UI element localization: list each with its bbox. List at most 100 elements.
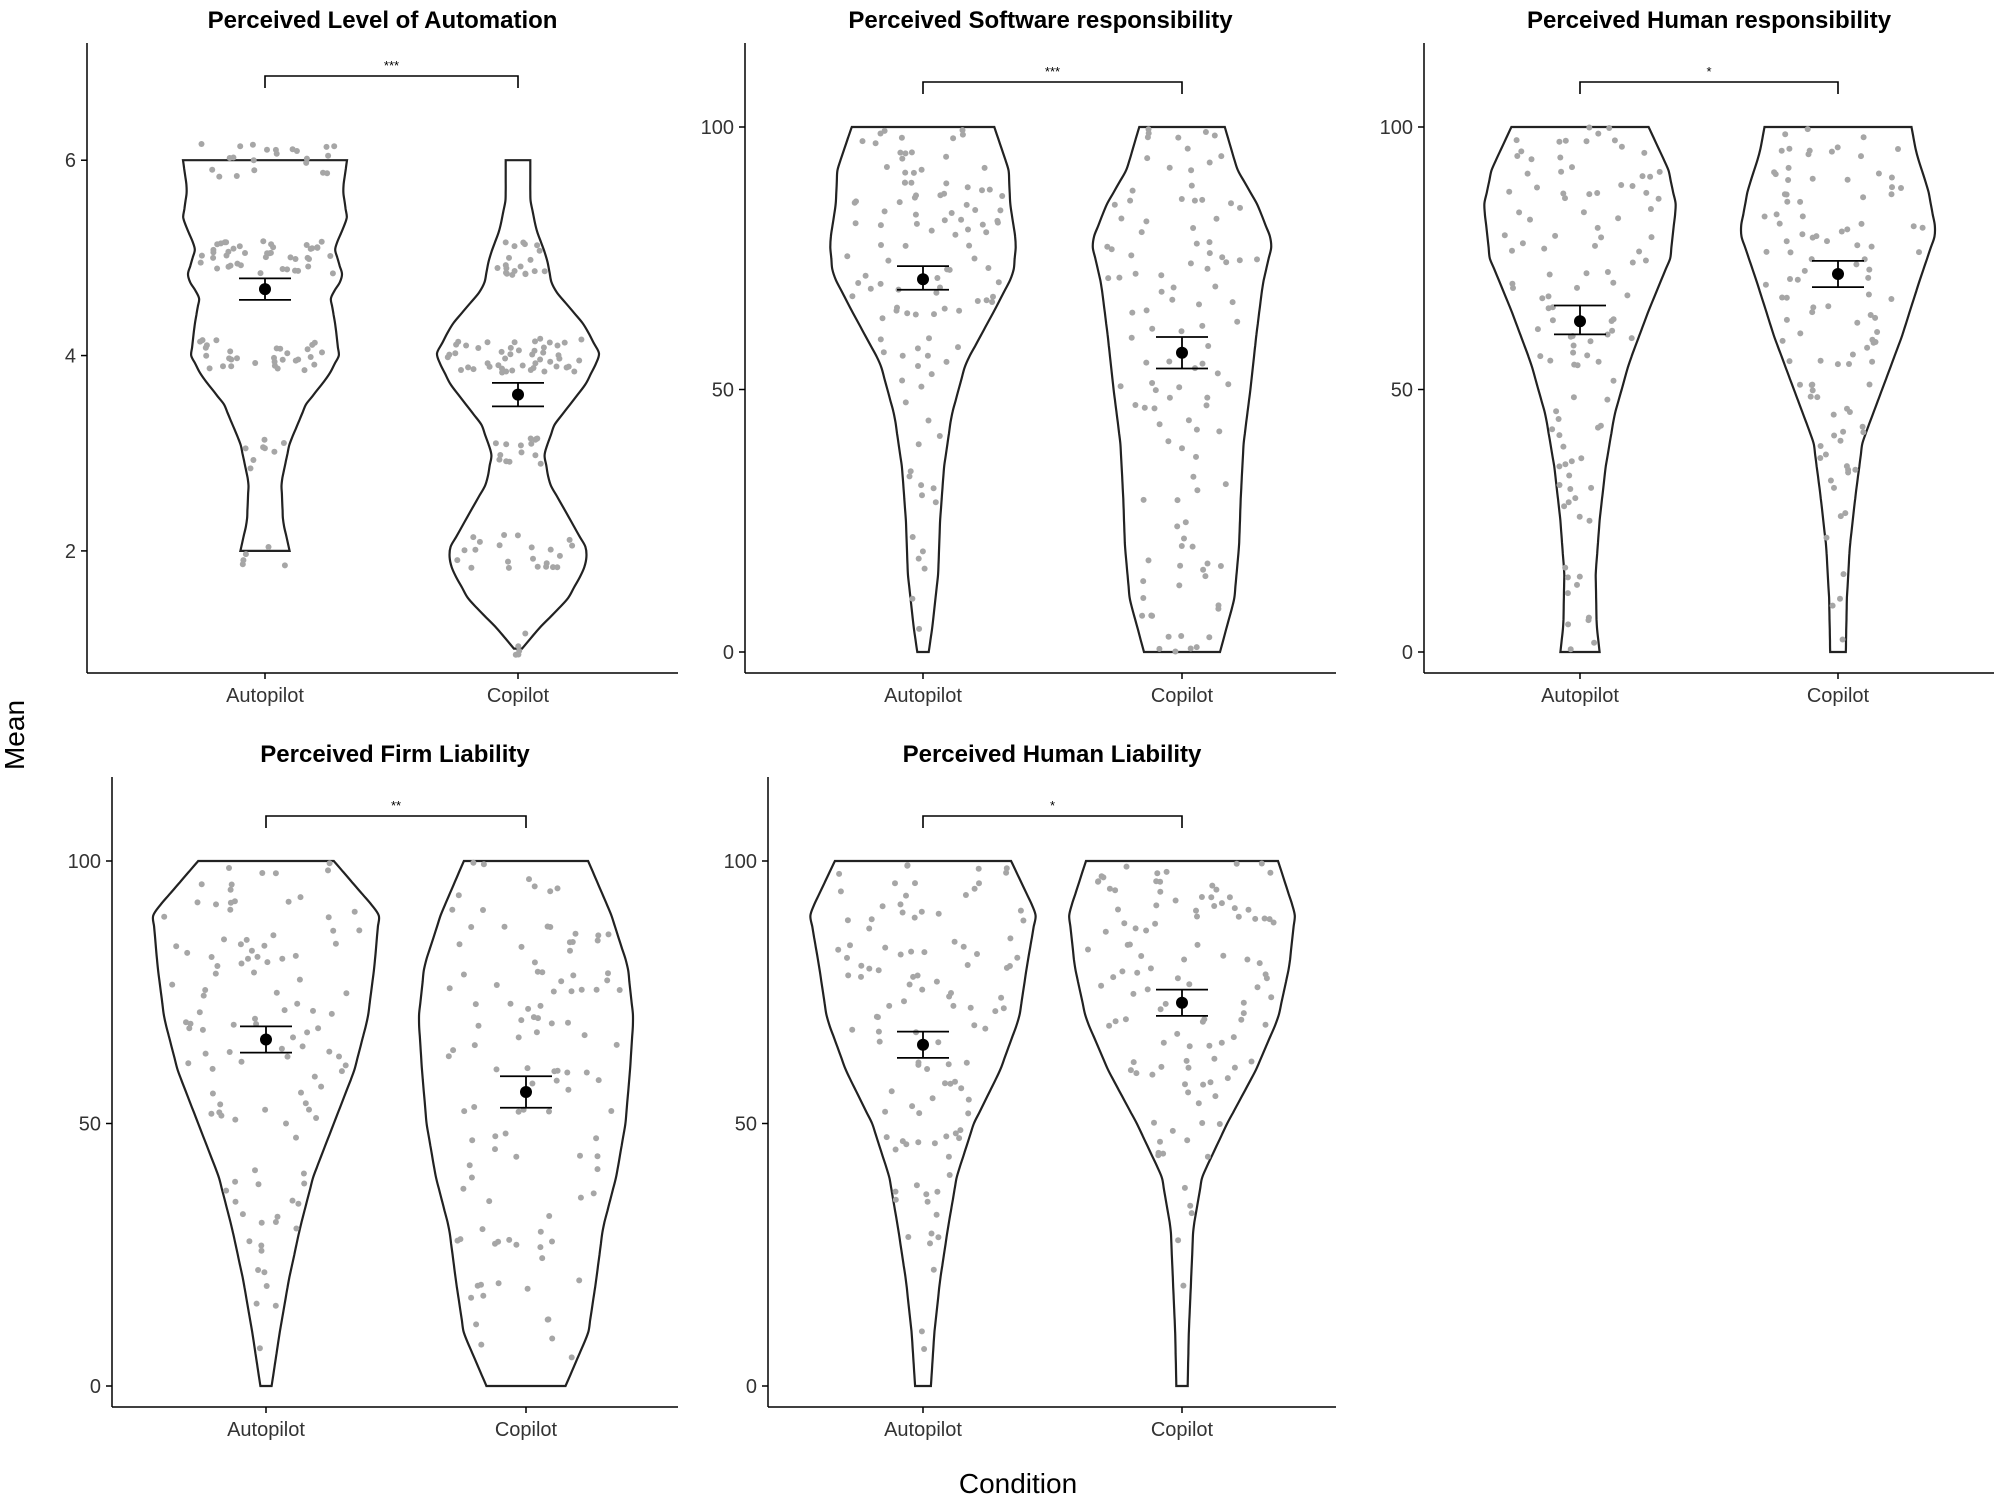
jitter-point	[921, 565, 928, 572]
jitter-point	[951, 938, 958, 945]
jitter-point	[1615, 215, 1622, 222]
jitter-point	[1153, 902, 1160, 909]
jitter-point	[1248, 1058, 1255, 1065]
jitter-point	[1193, 644, 1200, 651]
jitter-point	[836, 870, 843, 877]
jitter-point	[1162, 1000, 1169, 1007]
jitter-point	[1095, 878, 1102, 885]
panel-title: Perceived Software responsibility	[848, 7, 1233, 34]
jitter-point	[1206, 239, 1213, 246]
jitter-point	[1624, 292, 1631, 299]
jitter-point	[237, 941, 244, 948]
jitter-point	[226, 1049, 233, 1055]
jitter-point	[1595, 358, 1602, 365]
panel-title: Perceived Firm Liability	[260, 741, 530, 768]
jitter-point	[446, 351, 453, 358]
jitter-point	[537, 1228, 544, 1235]
jitter-point	[1174, 1030, 1181, 1037]
jitter-point	[469, 1137, 476, 1144]
jitter-point	[1606, 125, 1613, 131]
violin-copilot	[1739, 125, 1937, 654]
jitter-point	[1213, 215, 1220, 222]
jitter-point	[1151, 1119, 1157, 1126]
jitter-point	[931, 311, 937, 318]
jitter-point	[475, 345, 482, 351]
jitter-point	[331, 143, 338, 150]
jitter-point	[1144, 986, 1151, 993]
jitter-point	[1187, 260, 1194, 267]
significance-label: ***	[384, 58, 399, 73]
jitter-point	[1783, 238, 1790, 245]
jitter-point	[1185, 417, 1192, 424]
jitter-point	[1527, 216, 1533, 223]
jitter-point	[971, 1022, 978, 1029]
jitter-point	[246, 1238, 253, 1245]
jitter-point	[964, 962, 971, 968]
jitter-point	[1204, 560, 1211, 567]
jitter-point	[1155, 1149, 1162, 1156]
jitter-point	[285, 898, 292, 905]
jitter-point	[1000, 1005, 1007, 1012]
jitter-points-autopilot	[835, 862, 1027, 1352]
jitter-point	[899, 377, 906, 384]
jitter-point	[897, 901, 904, 908]
jitter-point	[1618, 182, 1625, 188]
jitter-point	[883, 1134, 890, 1141]
jitter-point	[1783, 294, 1790, 301]
jitter-point	[253, 1300, 260, 1307]
jitter-point	[493, 1066, 500, 1073]
jitter-point	[1910, 223, 1917, 230]
jitter-point	[881, 208, 888, 215]
jitter-point	[1224, 1075, 1231, 1082]
violin-autopilot	[809, 859, 1037, 1388]
jitter-point	[518, 1017, 525, 1024]
jitter-point	[1528, 156, 1535, 163]
jitter-point	[941, 217, 948, 224]
jitter-point	[1205, 343, 1212, 349]
mean-point-autopilot	[260, 1033, 272, 1046]
jitter-point	[1148, 612, 1155, 619]
y-tick-label: 0	[746, 1376, 757, 1398]
jitter-point	[913, 192, 919, 199]
jitter-point	[997, 207, 1004, 214]
jitter-point	[1782, 131, 1789, 138]
jitter-point	[307, 354, 314, 360]
jitter-point	[202, 1050, 209, 1057]
jitter-point	[311, 361, 318, 368]
jitter-point	[903, 1141, 910, 1148]
jitter-point	[257, 270, 264, 277]
jitter-point	[292, 952, 299, 959]
jitter-point	[1138, 229, 1145, 236]
jitter-point	[531, 883, 538, 890]
jitter-point	[1105, 275, 1112, 282]
jitter-point	[872, 140, 879, 147]
jitter-point	[1200, 566, 1207, 573]
jitter-point	[1514, 153, 1521, 159]
jitter-point	[1166, 358, 1173, 365]
jitter-point	[1199, 322, 1206, 329]
mean-point-copilot	[1176, 996, 1188, 1009]
jitter-point	[1866, 266, 1873, 273]
violin-copilot	[1091, 125, 1273, 654]
jitter-point	[237, 143, 244, 150]
jitter-point	[456, 941, 463, 948]
jitter-point	[1636, 248, 1643, 255]
jitter-point	[1229, 299, 1236, 306]
jitter-point	[530, 555, 536, 562]
jitter-point	[907, 468, 914, 475]
jitter-point	[1556, 138, 1563, 145]
jitter-point	[1174, 975, 1181, 982]
jitter-point	[897, 951, 904, 958]
jitter-point	[228, 363, 235, 370]
jitter-point	[326, 1048, 333, 1055]
jitter-point	[1794, 276, 1801, 283]
jitter-point	[1216, 428, 1223, 435]
mean-point-copilot	[1832, 268, 1844, 280]
jitter-point	[976, 880, 982, 887]
jitter-point	[1104, 243, 1111, 250]
jitter-point	[912, 211, 919, 218]
jitter-point	[913, 1182, 920, 1189]
jitter-point	[506, 254, 512, 261]
jitter-point	[1797, 381, 1803, 388]
jitter-point	[1586, 517, 1593, 524]
